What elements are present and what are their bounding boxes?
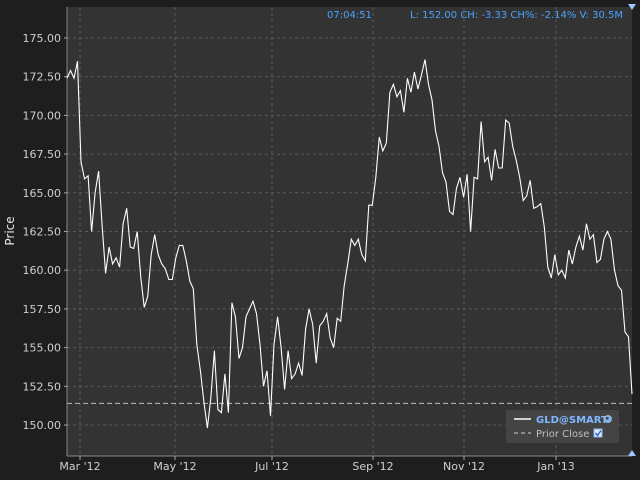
check-icon bbox=[594, 430, 602, 437]
x-tick-label: Sep '12 bbox=[352, 460, 393, 473]
legend-prior-label: Prior Close bbox=[536, 429, 589, 440]
y-tick-label: 175.00 bbox=[23, 32, 62, 45]
legend-series-label: GLD@SMART bbox=[536, 415, 608, 426]
x-tick-label: Mar '12 bbox=[59, 460, 100, 473]
price-series-line bbox=[66, 59, 633, 429]
y-tick-label: 162.50 bbox=[23, 226, 62, 239]
y-tick-label: 155.00 bbox=[23, 342, 62, 355]
y-tick-label: 172.50 bbox=[23, 71, 62, 84]
header-stats: L: 152.00 CH: -3.33 CH%: -2.14% V: 30.5M bbox=[410, 10, 623, 21]
prior-close-checkbox[interactable] bbox=[593, 428, 603, 438]
y-axis-label: Price bbox=[3, 216, 17, 245]
x-tick-label: May '12 bbox=[153, 460, 196, 473]
x-tick-label: Jan '13 bbox=[536, 460, 574, 473]
wrench-icon[interactable] bbox=[604, 415, 612, 423]
y-axis-ticks: 175.00 172.50 170.00 167.50 165.00 162.50 160.… bbox=[23, 32, 67, 432]
y-tick-label: 152.50 bbox=[23, 380, 62, 393]
x-tick-label: Jul '12 bbox=[254, 460, 289, 473]
y-tick-label: 160.00 bbox=[23, 264, 62, 277]
y-tick-label: 150.00 bbox=[23, 419, 62, 432]
x-tick-label: Nov '12 bbox=[443, 460, 485, 473]
scroll-down-arrow-icon[interactable] bbox=[628, 450, 636, 456]
header-time: 07:04:51 bbox=[327, 10, 372, 21]
y-tick-label: 170.00 bbox=[23, 109, 62, 122]
y-tick-label: 167.50 bbox=[23, 148, 62, 161]
y-tick-label: 157.50 bbox=[23, 303, 62, 316]
scroll-up-arrow-icon[interactable] bbox=[628, 4, 636, 10]
legend: GLD@SMART Prior Close bbox=[506, 410, 619, 443]
y-tick-label: 165.00 bbox=[23, 187, 62, 200]
x-axis-ticks: Mar '12 May '12 Jul '12 Sep '12 Nov '12 Jan '… bbox=[59, 456, 575, 473]
